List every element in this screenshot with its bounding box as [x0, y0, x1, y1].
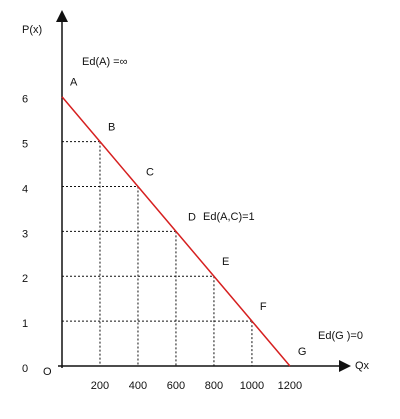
annotation: Ed(A,C)=1	[203, 211, 255, 223]
y-tick-label: 6	[22, 94, 28, 106]
x-tick-label: 800	[205, 380, 223, 392]
origin-label: O	[43, 366, 52, 378]
x-axis-label: Qx	[355, 360, 370, 372]
point-label: C	[146, 166, 154, 178]
x-tick-label: 400	[129, 380, 147, 392]
x-tick-label: 200	[91, 380, 109, 392]
point-label: G	[298, 346, 307, 358]
y-tick-label: 2	[22, 273, 28, 285]
y-axis-label: P(x)	[22, 24, 42, 36]
y-tick-label: 3	[22, 228, 28, 240]
annotation: Ed(A) =∞	[82, 56, 127, 68]
x-tick-label: 1200	[278, 380, 302, 392]
y-tick-label: 1	[22, 318, 28, 330]
y-tick-label: 4	[22, 183, 28, 195]
point-label: D	[188, 211, 196, 223]
y-tick-label: 5	[22, 139, 28, 151]
point-label: F	[260, 301, 267, 313]
annotation: Ed(G )=0	[318, 330, 363, 342]
point-label: A	[70, 77, 78, 89]
demand-line	[61, 96, 291, 367]
x-tick-label: 600	[167, 380, 185, 392]
point-label: B	[108, 122, 115, 134]
x-tick-label: 1000	[240, 380, 264, 392]
point-label: E	[222, 256, 229, 268]
y-tick-label: 0	[22, 363, 28, 375]
